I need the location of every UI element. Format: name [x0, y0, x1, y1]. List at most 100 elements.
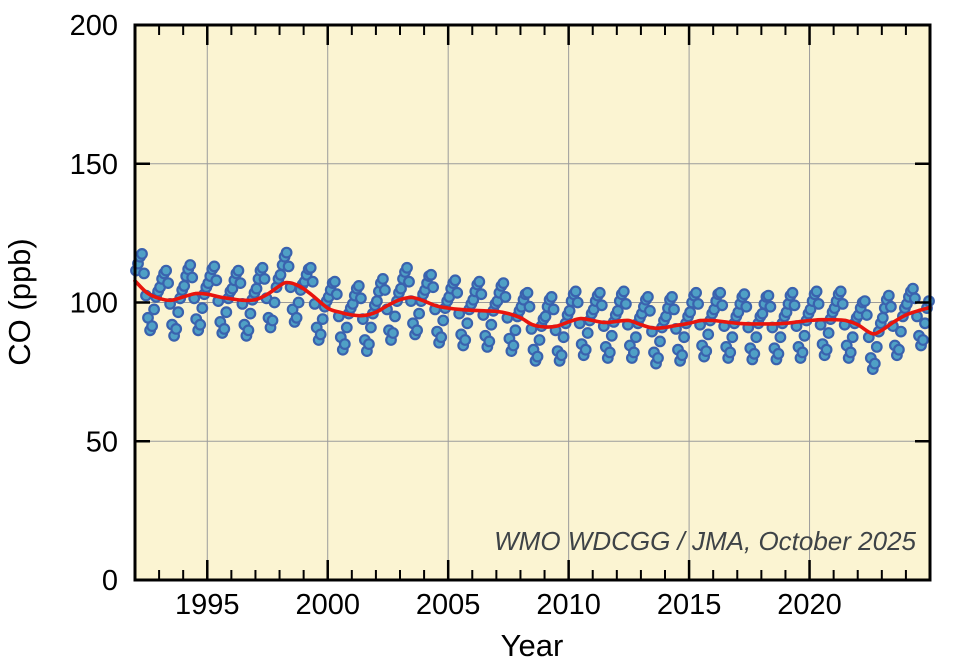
data-point — [282, 260, 295, 273]
data-point — [148, 303, 161, 316]
data-point — [834, 285, 847, 298]
data-point — [389, 310, 401, 323]
source-annotation: WMO WDCGG / JMA, October 2025 — [494, 526, 916, 556]
x-axis-title: Year — [501, 628, 564, 663]
data-point — [451, 286, 464, 299]
data-point — [748, 347, 761, 360]
data-point — [882, 289, 895, 302]
data-point — [208, 260, 221, 273]
data-point — [605, 329, 618, 342]
data-point — [473, 275, 486, 288]
data-point — [172, 306, 185, 319]
data-point — [475, 288, 488, 301]
data-point — [822, 327, 835, 339]
data-point — [738, 288, 751, 301]
data-point — [611, 304, 624, 317]
y-tick-label: 50 — [86, 426, 118, 458]
data-point — [676, 349, 688, 362]
data-point — [196, 302, 209, 315]
data-point — [810, 285, 823, 298]
data-point — [876, 311, 889, 324]
data-point — [571, 296, 584, 309]
data-point — [868, 357, 881, 370]
data-point — [652, 352, 664, 364]
data-point — [893, 343, 905, 356]
tick-labels: 0 50 100 150 200 1995 2000 2005 2010 2015 2020 — [70, 10, 842, 621]
data-point — [352, 280, 365, 292]
data-point — [330, 288, 343, 301]
data-point — [620, 298, 632, 310]
data-point — [846, 331, 859, 344]
data-point — [603, 346, 616, 359]
x-tick-label: 2020 — [777, 589, 842, 621]
data-point — [242, 324, 255, 337]
data-point — [772, 347, 785, 360]
data-point — [690, 286, 702, 299]
data-point — [340, 321, 353, 334]
data-point — [459, 334, 472, 346]
data-point — [593, 286, 606, 299]
x-tick-label: 2010 — [536, 589, 601, 621]
data-point — [507, 339, 520, 352]
data-point — [184, 259, 197, 271]
data-point — [860, 309, 873, 321]
data-point — [523, 300, 536, 313]
data-point — [306, 275, 319, 288]
data-point — [684, 306, 696, 319]
data-point — [617, 285, 630, 298]
data-point — [533, 334, 546, 346]
data-point — [244, 307, 257, 320]
data-point — [774, 331, 787, 344]
data-point — [917, 334, 929, 346]
data-point — [724, 346, 737, 359]
data-point — [499, 291, 512, 303]
data-point — [563, 304, 576, 317]
data-point — [692, 298, 704, 310]
data-point — [218, 323, 231, 335]
data-point — [700, 345, 713, 358]
data-point — [497, 277, 510, 290]
data-point — [328, 275, 341, 288]
data-point — [377, 273, 389, 285]
data-point — [557, 331, 570, 344]
data-point — [909, 292, 921, 305]
data-point — [170, 323, 183, 335]
data-point — [485, 318, 498, 331]
data-point — [714, 286, 727, 299]
data-point — [630, 331, 642, 344]
data-point — [292, 296, 305, 309]
data-point — [812, 298, 825, 310]
data-point — [483, 335, 496, 348]
data-point — [290, 311, 303, 324]
data-point — [531, 350, 544, 363]
data-point — [644, 304, 656, 317]
data-point — [678, 331, 690, 344]
data-point — [220, 306, 233, 319]
x-tick-label: 2005 — [416, 589, 481, 621]
data-point — [435, 331, 448, 344]
data-point — [547, 303, 560, 316]
data-point — [256, 261, 269, 274]
data-point — [764, 300, 777, 313]
data-point — [858, 295, 871, 308]
data-point — [186, 271, 199, 284]
x-tick-label: 2000 — [295, 589, 360, 621]
data-point — [702, 328, 715, 341]
data-point — [363, 338, 375, 351]
x-tick-label: 2015 — [657, 589, 722, 621]
data-point — [316, 313, 329, 326]
data-point — [210, 274, 223, 287]
data-point — [234, 277, 247, 290]
data-point — [162, 277, 175, 290]
data-point — [160, 264, 173, 277]
data-point — [232, 264, 245, 277]
data-point — [885, 300, 897, 313]
data-point — [762, 289, 775, 302]
data-point — [425, 268, 438, 281]
data-point — [788, 299, 801, 312]
data-point — [274, 268, 287, 281]
data-point — [798, 329, 811, 342]
data-point — [555, 349, 568, 362]
data-point — [437, 314, 450, 327]
data-point — [642, 291, 654, 303]
